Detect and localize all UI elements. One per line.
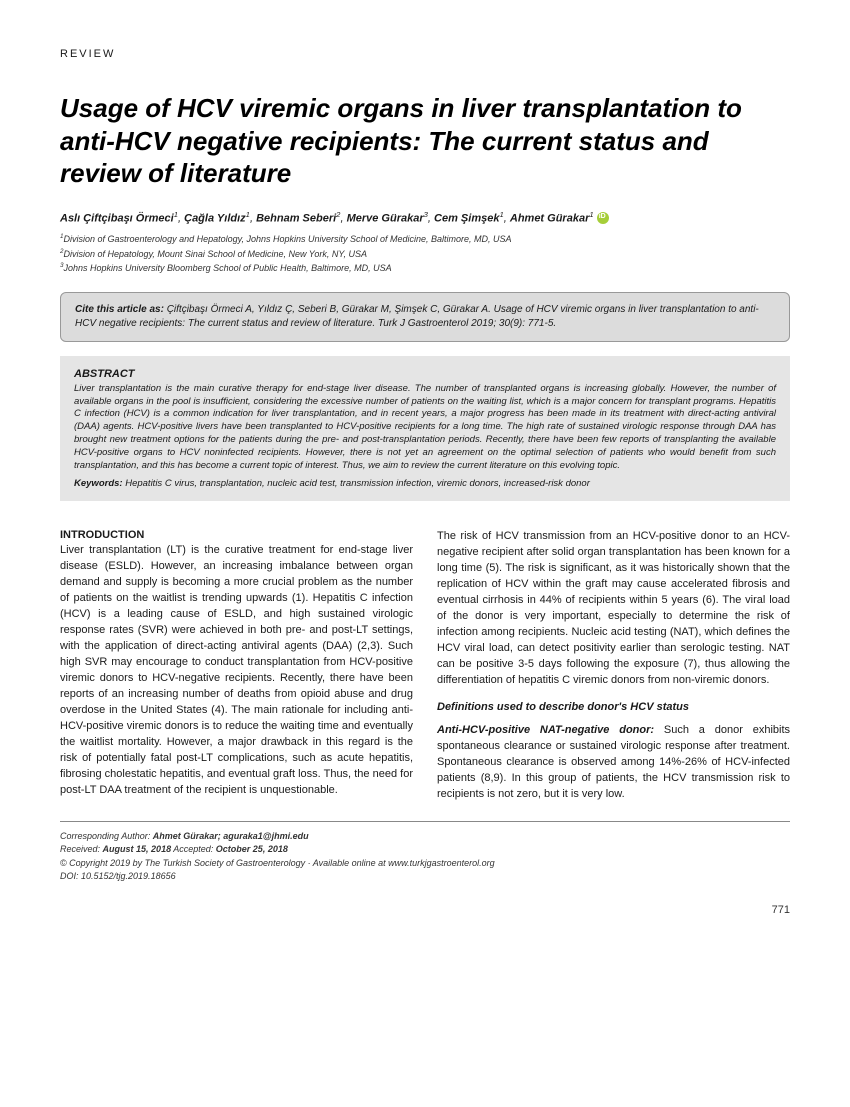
cite-label: Cite this article as: (75, 304, 164, 315)
affiliation: 3Johns Hopkins University Bloomberg Scho… (60, 261, 790, 276)
author: Cem Şimşek (434, 212, 499, 224)
page-number: 771 (60, 904, 790, 916)
abstract-text: Liver transplantation is the main curati… (74, 383, 776, 473)
affiliation: 1Division of Gastroenterology and Hepato… (60, 232, 790, 247)
definitions-heading: Definitions used to describe donor's HCV… (437, 701, 790, 713)
author: Ahmet Gürakar (510, 212, 589, 224)
orcid-icon[interactable] (597, 212, 609, 224)
footer: Corresponding Author: Ahmet Gürakar; agu… (60, 821, 790, 884)
abstract-heading: ABSTRACT (74, 368, 776, 380)
definition-1: Anti-HCV-positive NAT-negative donor: Su… (437, 723, 790, 803)
affiliation: 2Division of Hepatology, Mount Sinai Sch… (60, 247, 790, 262)
introduction-heading: INTRODUCTION (60, 529, 413, 541)
column-left: INTRODUCTION Liver transplantation (LT) … (60, 529, 413, 802)
corresponding-author: Corresponding Author: Ahmet Gürakar; agu… (60, 830, 790, 844)
col2-para1: The risk of HCV transmission from an HCV… (437, 529, 790, 688)
introduction-text: Liver transplantation (LT) is the curati… (60, 543, 413, 798)
keywords-text: Hepatitis C virus, transplantation, nucl… (125, 478, 590, 489)
copyright-line: © Copyright 2019 by The Turkish Society … (60, 857, 790, 871)
cite-text: Çiftçibaşı Örmeci A, Yıldız Ç, Seberi B,… (75, 304, 759, 329)
affiliations: 1Division of Gastroenterology and Hepato… (60, 232, 790, 276)
author: Merve Gürakar (347, 212, 424, 224)
column-right: The risk of HCV transmission from an HCV… (437, 529, 790, 802)
body-columns: INTRODUCTION Liver transplantation (LT) … (60, 529, 790, 802)
dates-line: Received: August 15, 2018 Accepted: Octo… (60, 843, 790, 857)
keywords-label: Keywords: (74, 478, 123, 489)
keywords-line: Keywords: Hepatitis C virus, transplanta… (74, 478, 776, 489)
author: Çağla Yıldız (184, 212, 246, 224)
doi-line: DOI: 10.5152/tjg.2019.18656 (60, 870, 790, 884)
author: Behnam Seberi (256, 212, 336, 224)
author: Aslı Çiftçibaşı Örmeci (60, 212, 174, 224)
citation-box: Cite this article as: Çiftçibaşı Örmeci … (60, 292, 790, 342)
article-title: Usage of HCV viremic organs in liver tra… (60, 92, 790, 190)
author-list: Aslı Çiftçibaşı Örmeci1, Çağla Yıldız1, … (60, 210, 790, 225)
article-type: REVIEW (60, 48, 790, 60)
abstract-box: ABSTRACT Liver transplantation is the ma… (60, 356, 790, 502)
def1-label: Anti-HCV-positive NAT-negative donor: (437, 724, 654, 736)
